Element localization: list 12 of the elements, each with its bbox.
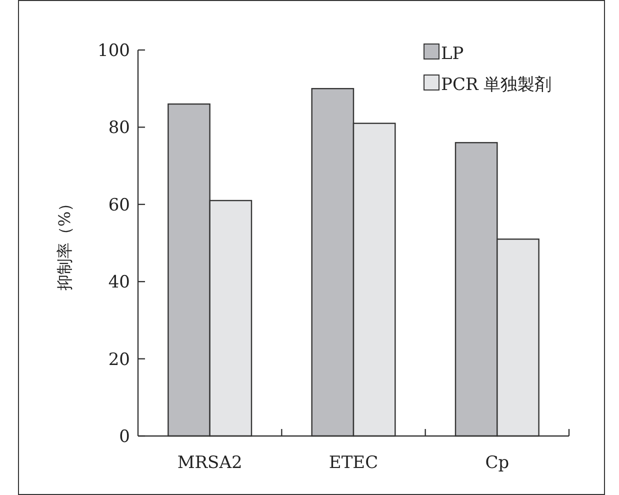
x-tick-label: Cp: [485, 453, 510, 473]
x-tick-label: ETEC: [328, 453, 378, 473]
y-tick-label: 0: [119, 427, 130, 447]
legend-label: LP: [441, 44, 464, 64]
y-tick-label: 80: [108, 118, 130, 138]
y-tick-label: 40: [108, 272, 130, 293]
y-tick-label: 20: [108, 350, 130, 370]
y-tick-label: 60: [108, 195, 130, 216]
y-tick-label: 100: [98, 41, 130, 61]
legend-label: PCR 単独製剤: [441, 75, 552, 95]
y-axis-title: 抑制率（%）: [55, 195, 74, 291]
x-tick-label: MRSA2: [177, 453, 242, 473]
